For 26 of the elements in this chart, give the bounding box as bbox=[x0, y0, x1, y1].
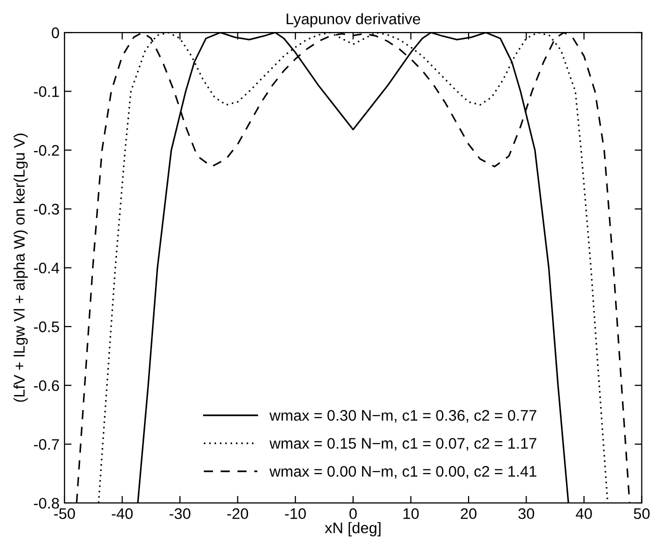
y-tick-label: -0.2 bbox=[34, 145, 59, 156]
x-tick-label: -40 bbox=[112, 508, 133, 520]
y-tick-label: -0.1 bbox=[34, 86, 59, 98]
legend-label: wmax = 0.15 N−m, c1 = 0.07, c2 = 1.17 bbox=[270, 438, 536, 451]
y-tick-label: -0.7 bbox=[34, 439, 59, 450]
x-tick-label: 20 bbox=[460, 508, 476, 520]
legend-label: wmax = 0.00 N−m, c1 = 0.00, c2 = 1.41 bbox=[270, 466, 536, 479]
y-tick-label: 0 bbox=[52, 27, 60, 38]
x-axis-title: xN [deg] bbox=[324, 522, 380, 536]
x-tick-label: -20 bbox=[227, 508, 248, 520]
y-axis-title: (LfV + lLgw Vl + alpha W) on ker(Lgu V) bbox=[14, 134, 28, 402]
chart-title: Lyapunov derivative bbox=[286, 13, 420, 28]
x-tick-label: 10 bbox=[404, 508, 419, 520]
x-tick-label: 30 bbox=[518, 508, 534, 520]
x-tick-label: 0 bbox=[349, 508, 357, 520]
y-tick-label: -0.8 bbox=[34, 498, 59, 509]
x-tick-label: 50 bbox=[634, 508, 650, 520]
y-tick-label: -0.4 bbox=[34, 262, 60, 274]
y-tick-label: -0.3 bbox=[34, 204, 59, 215]
y-tick-label: -0.6 bbox=[34, 380, 59, 392]
x-tick-label: -10 bbox=[285, 508, 306, 520]
x-tick-label: 40 bbox=[576, 508, 592, 520]
legend-label: wmax = 0.30 N−m, c1 = 0.36, c2 = 0.77 bbox=[270, 410, 536, 423]
x-tick-label: -50 bbox=[54, 508, 75, 520]
y-tick-label: -0.5 bbox=[34, 321, 60, 332]
x-tick-label: -30 bbox=[170, 508, 190, 520]
